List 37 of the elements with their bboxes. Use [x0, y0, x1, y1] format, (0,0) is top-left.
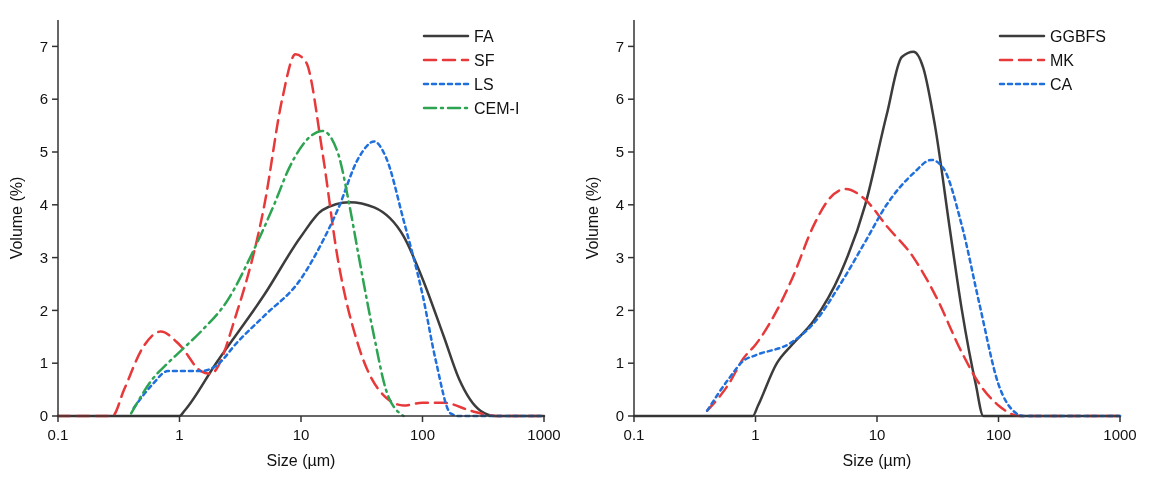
legend-label: CA [1050, 75, 1073, 93]
x-tick-label: 100 [985, 426, 1012, 443]
y-tick-label: 3 [615, 248, 624, 266]
y-tick-label: 7 [615, 37, 624, 55]
x-axis-title: Size (µm) [266, 452, 336, 469]
y-tick-label: 1 [615, 354, 624, 372]
x-tick-label: 0.1 [623, 426, 645, 443]
y-tick-label: 5 [39, 143, 48, 161]
legend-label: MK [1050, 51, 1075, 69]
y-tick-label: 1 [39, 354, 48, 372]
y-tick-label: 2 [615, 301, 624, 319]
y-tick-label: 6 [615, 90, 624, 108]
legend-label: LS [474, 75, 494, 93]
x-tick-label: 1000 [527, 426, 561, 443]
y-tick-label: 2 [39, 301, 48, 319]
legend-label: FA [474, 27, 494, 45]
y-axis-title: Volume (%) [584, 176, 601, 260]
x-tick-label: 10 [292, 426, 310, 443]
y-axis-title: Volume (%) [8, 176, 25, 260]
y-tick-label: 4 [39, 196, 48, 214]
y-tick-label: 0 [39, 407, 48, 425]
x-tick-label: 1 [751, 426, 760, 443]
y-tick-label: 5 [615, 143, 624, 161]
x-tick-label: 10 [868, 426, 886, 443]
x-tick-label: 1000 [1103, 426, 1137, 443]
legend-label: GGBFS [1050, 27, 1107, 45]
y-tick-label: 3 [39, 248, 48, 266]
x-tick-label: 0.1 [47, 426, 69, 443]
y-tick-label: 7 [39, 37, 48, 55]
y-tick-label: 0 [615, 407, 624, 425]
x-tick-label: 1 [175, 426, 184, 443]
x-tick-label: 100 [409, 426, 436, 443]
x-axis-title: Size (µm) [842, 452, 912, 469]
legend-label: SF [474, 51, 495, 69]
y-tick-label: 4 [615, 196, 624, 214]
legend-label: CEM-I [474, 99, 520, 117]
y-tick-label: 6 [39, 90, 48, 108]
